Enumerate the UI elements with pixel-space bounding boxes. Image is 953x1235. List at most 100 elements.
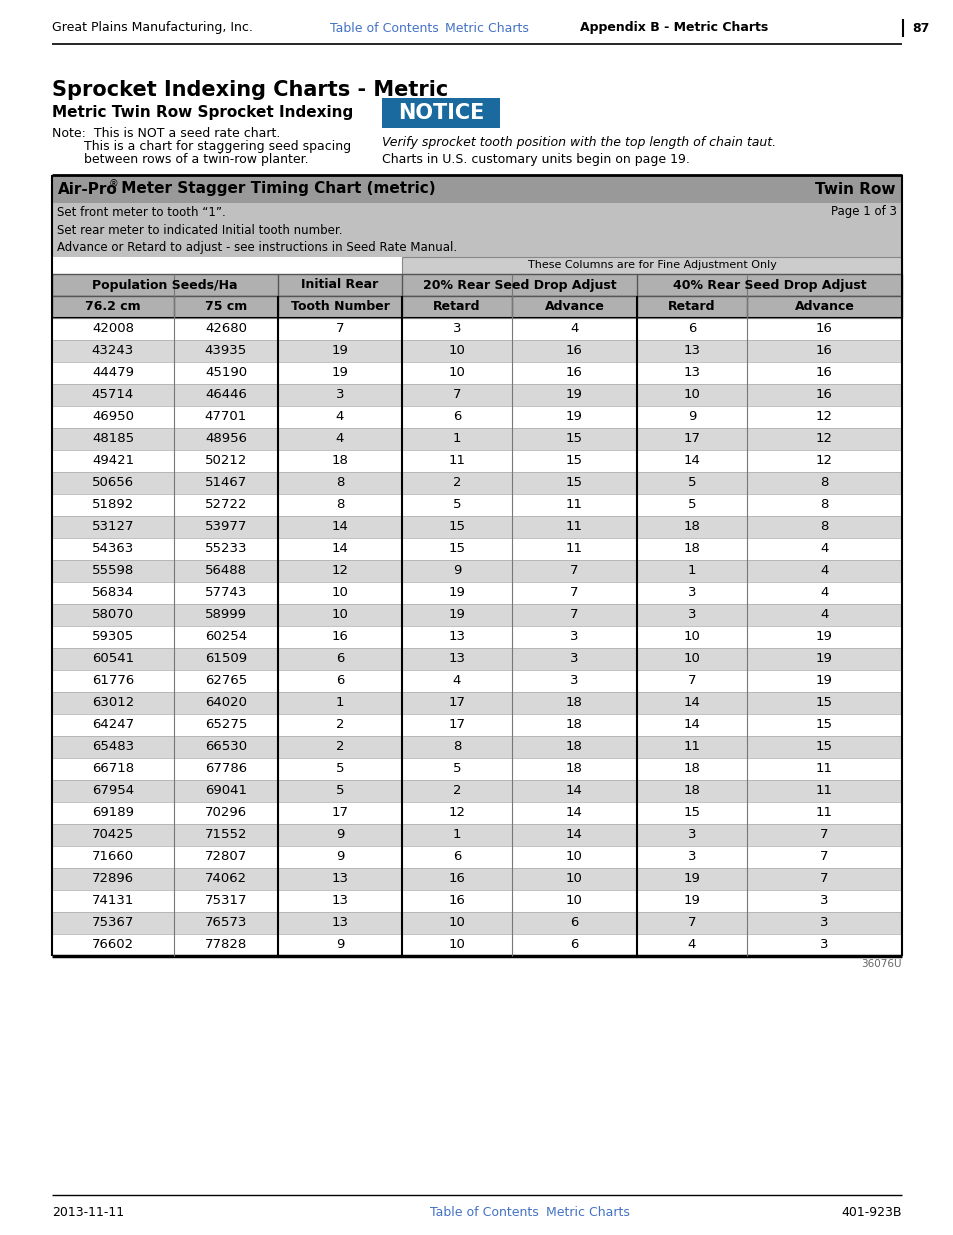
Text: 66530: 66530 bbox=[205, 741, 247, 753]
Text: 44479: 44479 bbox=[91, 367, 133, 379]
Text: 13: 13 bbox=[448, 631, 465, 643]
Text: 3: 3 bbox=[820, 939, 828, 951]
Text: Metric Charts: Metric Charts bbox=[545, 1205, 629, 1219]
Text: 6: 6 bbox=[687, 322, 696, 336]
Text: 66718: 66718 bbox=[91, 762, 134, 776]
Text: 70296: 70296 bbox=[205, 806, 247, 820]
Text: 18: 18 bbox=[683, 784, 700, 798]
Bar bbox=[52, 450, 901, 472]
Text: 47701: 47701 bbox=[205, 410, 247, 424]
Text: 16: 16 bbox=[815, 367, 832, 379]
Text: 10: 10 bbox=[332, 587, 348, 599]
Text: 7: 7 bbox=[820, 829, 828, 841]
Text: 75317: 75317 bbox=[205, 894, 247, 908]
Text: 14: 14 bbox=[683, 697, 700, 709]
Text: 3: 3 bbox=[687, 851, 696, 863]
Bar bbox=[52, 692, 901, 714]
Text: 12: 12 bbox=[448, 806, 465, 820]
Text: 11: 11 bbox=[815, 784, 832, 798]
Text: 15: 15 bbox=[682, 806, 700, 820]
Bar bbox=[52, 384, 901, 406]
Text: 9: 9 bbox=[335, 829, 344, 841]
Text: 3: 3 bbox=[820, 894, 828, 908]
Bar bbox=[52, 274, 277, 296]
Text: 53977: 53977 bbox=[205, 520, 247, 534]
Text: 10: 10 bbox=[448, 916, 465, 930]
Text: 17: 17 bbox=[448, 697, 465, 709]
Text: 1: 1 bbox=[335, 697, 344, 709]
Text: 15: 15 bbox=[565, 477, 582, 489]
Text: 9: 9 bbox=[335, 939, 344, 951]
Text: 14: 14 bbox=[332, 520, 348, 534]
Text: 11: 11 bbox=[448, 454, 465, 468]
Text: 62765: 62765 bbox=[205, 674, 247, 688]
Text: 8: 8 bbox=[335, 477, 344, 489]
Bar bbox=[52, 604, 901, 626]
Bar bbox=[52, 911, 901, 934]
Text: 71552: 71552 bbox=[205, 829, 247, 841]
Text: 5: 5 bbox=[335, 784, 344, 798]
Text: 8: 8 bbox=[820, 520, 828, 534]
Text: 61776: 61776 bbox=[91, 674, 134, 688]
Text: 12: 12 bbox=[815, 454, 832, 468]
Text: Great Plains Manufacturing, Inc.: Great Plains Manufacturing, Inc. bbox=[52, 21, 253, 35]
Text: 6: 6 bbox=[335, 652, 344, 666]
Text: 72896: 72896 bbox=[91, 872, 134, 885]
Text: 10: 10 bbox=[448, 367, 465, 379]
Text: 16: 16 bbox=[565, 345, 582, 357]
Text: 2: 2 bbox=[453, 784, 460, 798]
Text: 87: 87 bbox=[911, 21, 928, 35]
Text: 19: 19 bbox=[683, 872, 700, 885]
Text: 10: 10 bbox=[448, 939, 465, 951]
Text: 13: 13 bbox=[682, 367, 700, 379]
Text: 3: 3 bbox=[570, 674, 578, 688]
Text: 16: 16 bbox=[565, 367, 582, 379]
Bar bbox=[52, 538, 901, 559]
Text: 10: 10 bbox=[565, 894, 582, 908]
Text: 5: 5 bbox=[335, 762, 344, 776]
Text: 19: 19 bbox=[565, 389, 582, 401]
Text: 3: 3 bbox=[335, 389, 344, 401]
Text: 401-923B: 401-923B bbox=[841, 1205, 901, 1219]
Text: 7: 7 bbox=[820, 872, 828, 885]
Text: 19: 19 bbox=[815, 674, 832, 688]
Text: 14: 14 bbox=[683, 719, 700, 731]
Text: 56488: 56488 bbox=[205, 564, 247, 578]
Text: 15: 15 bbox=[448, 542, 465, 556]
Text: This is a chart for staggering seed spacing: This is a chart for staggering seed spac… bbox=[52, 140, 351, 153]
Text: 57743: 57743 bbox=[205, 587, 247, 599]
Text: 9: 9 bbox=[453, 564, 460, 578]
Text: 65483: 65483 bbox=[91, 741, 134, 753]
Text: 50656: 50656 bbox=[91, 477, 134, 489]
Text: between rows of a twin-row planter.: between rows of a twin-row planter. bbox=[52, 153, 309, 165]
Text: 10: 10 bbox=[683, 631, 700, 643]
Text: 13: 13 bbox=[331, 872, 348, 885]
Text: 19: 19 bbox=[448, 587, 465, 599]
Bar bbox=[52, 934, 901, 956]
Text: 2: 2 bbox=[335, 741, 344, 753]
Text: 11: 11 bbox=[565, 520, 582, 534]
Text: 65275: 65275 bbox=[205, 719, 247, 731]
Bar bbox=[52, 296, 173, 317]
Text: 3: 3 bbox=[687, 609, 696, 621]
Text: 43243: 43243 bbox=[91, 345, 134, 357]
Text: 72807: 72807 bbox=[205, 851, 247, 863]
Text: 51892: 51892 bbox=[91, 499, 134, 511]
Text: 15: 15 bbox=[565, 432, 582, 446]
Text: Sprocket Indexing Charts - Metric: Sprocket Indexing Charts - Metric bbox=[52, 80, 448, 100]
Text: 17: 17 bbox=[448, 719, 465, 731]
Text: 18: 18 bbox=[683, 542, 700, 556]
Text: 12: 12 bbox=[815, 410, 832, 424]
Bar bbox=[52, 340, 901, 362]
Text: Retard: Retard bbox=[433, 300, 480, 314]
Text: 19: 19 bbox=[565, 410, 582, 424]
Text: 13: 13 bbox=[448, 652, 465, 666]
Text: 6: 6 bbox=[335, 674, 344, 688]
Text: 63012: 63012 bbox=[91, 697, 134, 709]
Text: 58999: 58999 bbox=[205, 609, 247, 621]
Text: 74131: 74131 bbox=[91, 894, 134, 908]
Text: 7: 7 bbox=[335, 322, 344, 336]
Bar bbox=[52, 626, 901, 648]
Text: 70425: 70425 bbox=[91, 829, 134, 841]
Text: These Columns are for Fine Adjustment Only: These Columns are for Fine Adjustment On… bbox=[527, 261, 776, 270]
